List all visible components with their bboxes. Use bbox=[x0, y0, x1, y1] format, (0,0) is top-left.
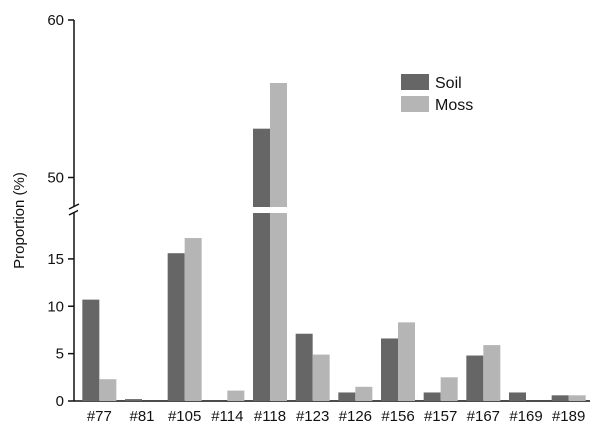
axis-break-mark bbox=[68, 203, 80, 210]
x-tick-label: #81 bbox=[129, 408, 154, 425]
bar-soil bbox=[551, 395, 569, 401]
bar-moss bbox=[184, 238, 202, 401]
y-tick-label: 15 bbox=[47, 251, 64, 268]
y-tick-label: 5 bbox=[56, 346, 64, 363]
y-tick-label: 0 bbox=[56, 393, 64, 410]
bar-moss bbox=[440, 377, 458, 401]
bar-soil bbox=[381, 338, 398, 401]
bars bbox=[82, 83, 586, 401]
axis-break-gap bbox=[78, 207, 590, 213]
x-tick-label: #169 bbox=[509, 408, 542, 425]
y-tick-label: 60 bbox=[47, 12, 64, 29]
y-axis-title: Proportion (%) bbox=[11, 172, 28, 269]
x-tick-label: #123 bbox=[296, 408, 329, 425]
bar-moss bbox=[99, 379, 117, 401]
bar-soil bbox=[167, 253, 185, 401]
bar-moss-upper bbox=[270, 83, 287, 207]
bar-moss bbox=[227, 390, 245, 401]
legend-swatch-soil bbox=[401, 74, 429, 90]
axis-break-mark bbox=[68, 209, 80, 216]
bar-soil bbox=[466, 355, 484, 401]
x-tick-label: #77 bbox=[87, 408, 112, 425]
x-tick-label: #189 bbox=[552, 408, 585, 425]
x-tick-label: #156 bbox=[381, 408, 414, 425]
bar-moss bbox=[355, 386, 373, 401]
bar-soil bbox=[423, 392, 441, 401]
bar-moss bbox=[398, 322, 415, 401]
bar-soil bbox=[82, 299, 100, 401]
x-tick-label: #105 bbox=[168, 408, 201, 425]
bar-moss bbox=[483, 345, 501, 401]
bar-moss bbox=[312, 354, 330, 401]
bar-soil bbox=[125, 399, 142, 401]
x-tick-labels: #77 #81 #105 #114 #118 #123 #126 #156 #157 #167 #1… bbox=[87, 408, 586, 425]
bar-moss bbox=[568, 395, 586, 401]
bar-soil bbox=[338, 392, 356, 401]
bar-soil bbox=[509, 392, 526, 401]
x-tick-label: #118 bbox=[254, 408, 286, 425]
legend-label-soil: Soil bbox=[435, 75, 462, 92]
y-tick-label: 50 bbox=[47, 170, 64, 187]
x-tick-label: #157 bbox=[424, 408, 457, 425]
x-tick-label: #126 bbox=[339, 408, 372, 425]
y-axis: 0 5 10 15 50 60 bbox=[47, 12, 590, 410]
bar-soil-lower bbox=[253, 213, 270, 401]
legend-swatch-moss bbox=[401, 96, 429, 112]
y-tick-label: 10 bbox=[47, 298, 64, 315]
legend: Soil Moss bbox=[401, 74, 473, 114]
x-tick-label: #114 bbox=[211, 408, 243, 425]
bar-soil-upper bbox=[253, 128, 270, 207]
axis-break-markers bbox=[68, 203, 590, 216]
bar-soil bbox=[295, 333, 313, 401]
bar-moss-lower bbox=[270, 213, 287, 401]
x-tick-label: #167 bbox=[467, 408, 500, 425]
legend-label-moss: Moss bbox=[435, 97, 473, 114]
